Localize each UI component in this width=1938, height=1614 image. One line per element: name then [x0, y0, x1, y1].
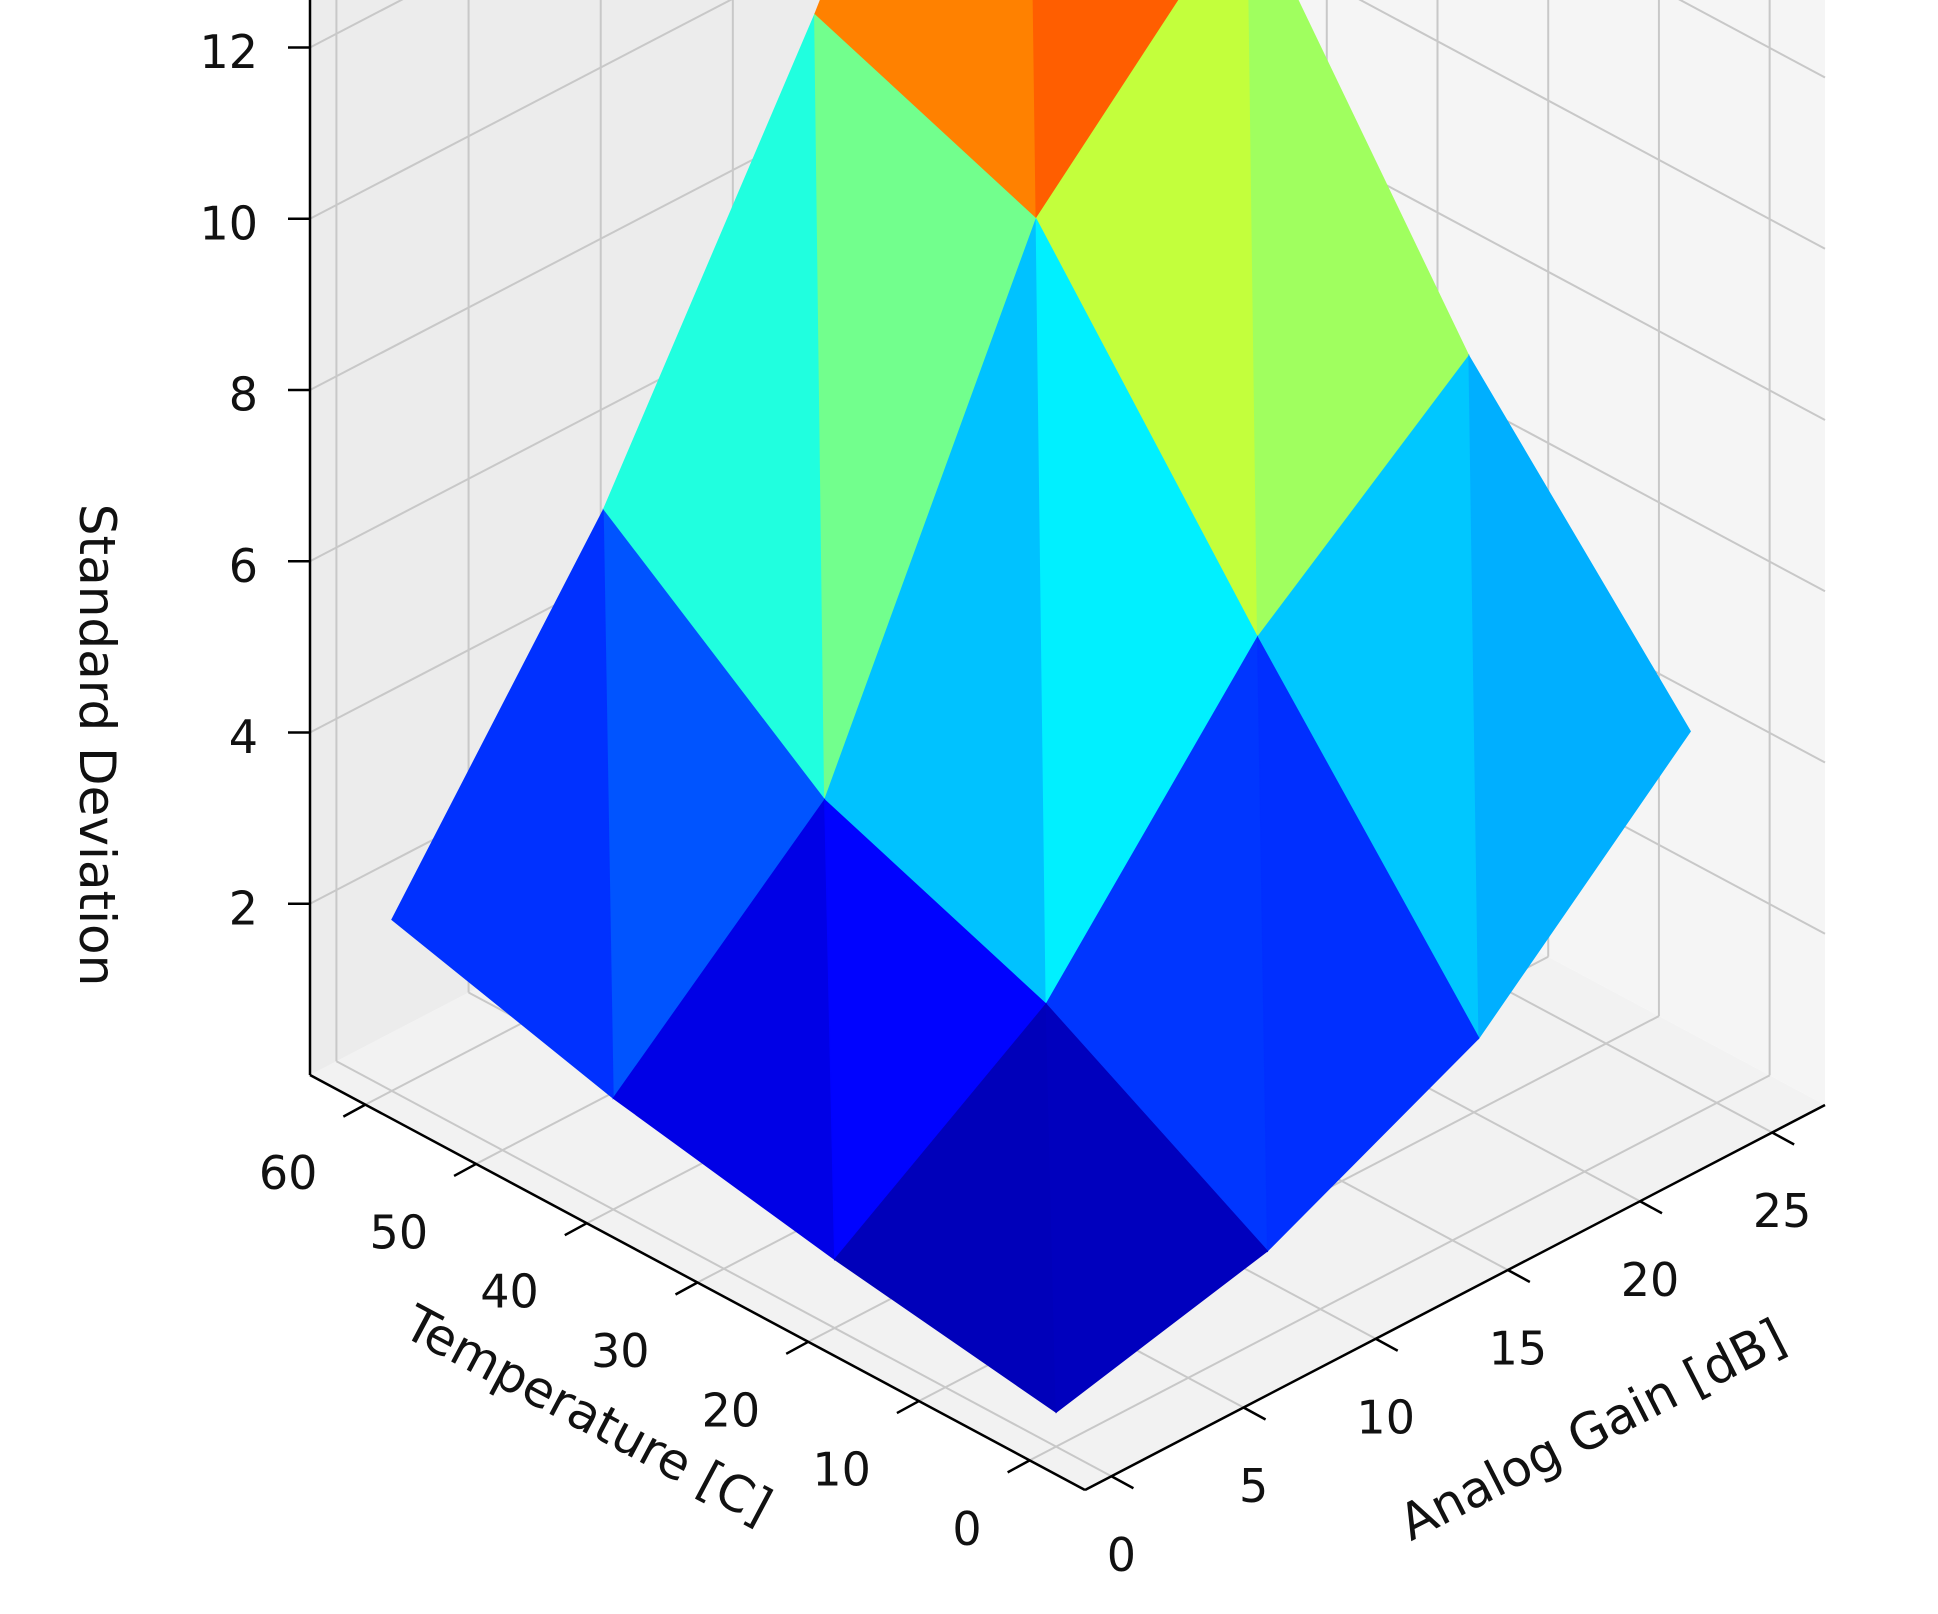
tick-mark: [896, 1399, 920, 1415]
z-tick-label: 4: [229, 710, 258, 764]
surface-facet: [1257, 636, 1480, 1253]
y-axis-line: [1084, 1103, 1826, 1492]
x-tick-label: 20: [702, 1383, 761, 1437]
z-tick-label: 6: [229, 539, 258, 593]
x-tick-label: 30: [591, 1324, 650, 1378]
z-axis-label: Standard Deviation: [68, 504, 126, 987]
y-tick-label: 0: [1107, 1528, 1136, 1582]
surface-facet: [1468, 353, 1691, 1040]
grid-line: [309, 0, 733, 220]
tick-marks: [288, 46, 1795, 1490]
z-tick-label: 10: [199, 196, 258, 250]
tick-mark: [1242, 1406, 1267, 1421]
tick-mark: [564, 1222, 588, 1237]
tick-mark: [1007, 1459, 1031, 1474]
tick-mark: [1507, 1268, 1531, 1284]
tick-mark: [1771, 1131, 1795, 1146]
surface-facet: [391, 509, 614, 1100]
tick-mark: [1110, 1475, 1135, 1490]
y-axis-label: Analog Gain [dB]: [1390, 1308, 1795, 1552]
y-tick-label: 10: [1356, 1390, 1415, 1444]
grid-line: [1029, 1074, 1771, 1462]
surface-facet: [1045, 1002, 1269, 1414]
x-tick-label: 0: [952, 1502, 981, 1556]
tick-mark: [342, 1103, 366, 1118]
y-tick-label: 5: [1239, 1459, 1268, 1513]
z-tick-label: 2: [229, 881, 258, 935]
tick-mark: [674, 1281, 699, 1296]
surface: [391, 0, 1691, 1414]
x-tick-label: 40: [480, 1265, 539, 1319]
z-tick-label: 8: [229, 368, 258, 422]
x-tick-label: 50: [370, 1205, 429, 1259]
z-tick-label: 12: [199, 25, 258, 79]
tick-labels: 010203040506005101520252468101214: [199, 25, 1812, 1582]
tick-mark: [785, 1340, 809, 1355]
tick-mark: [1639, 1200, 1663, 1215]
grid-line: [1358, 0, 1826, 250]
x-tick-label: 10: [812, 1443, 871, 1497]
y-tick-label: 25: [1753, 1184, 1812, 1238]
y-tick-label: 15: [1489, 1322, 1548, 1376]
tick-mark: [1375, 1337, 1399, 1352]
y-tick-label: 20: [1621, 1253, 1680, 1307]
grid-line: [335, 1060, 1112, 1478]
grid-line: [1678, 0, 1826, 79]
x-tick-label: 60: [259, 1146, 318, 1200]
tick-mark: [453, 1162, 477, 1178]
